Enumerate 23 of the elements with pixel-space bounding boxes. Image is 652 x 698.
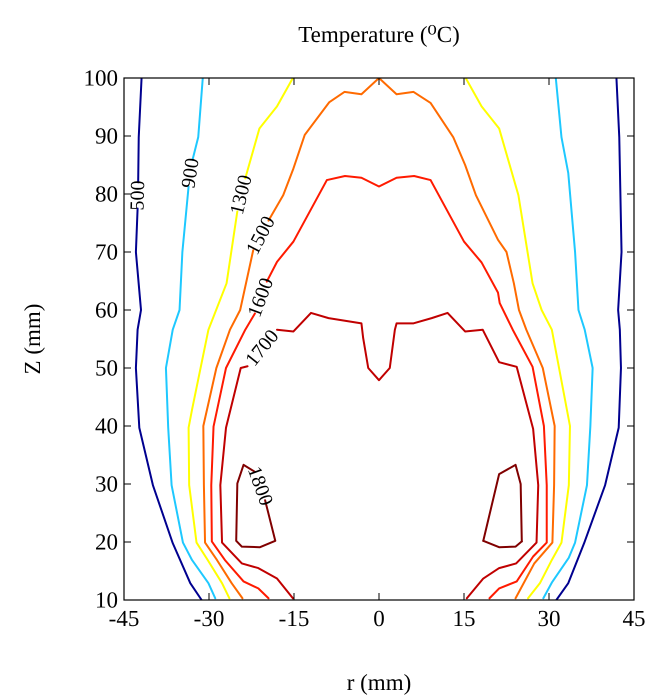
x-tick-label: 45 [622,606,646,631]
y-axis-title: Z (mm) [20,304,45,374]
y-tick-label: 30 [95,472,118,496]
x-tick-label: 30 [538,606,560,631]
text: 900 [177,156,204,190]
y-tick-label: 80 [95,182,118,206]
x-tick-label: 15 [452,606,476,631]
x-tick-label: 0 [373,606,385,631]
text: 1600 [244,274,278,320]
y-tick-label: 40 [95,414,118,438]
text: 500 [126,180,150,211]
y-tick-label: 50 [95,356,118,380]
y-tick-label: 100 [84,66,118,90]
chart-title: Temperature (⁰C) [298,22,460,47]
x-tick-label: -30 [194,606,224,631]
y-tick-label: 60 [95,298,118,322]
y-tick-label: 70 [95,240,118,264]
x-tick-label: -15 [278,606,310,631]
y-tick-label: 90 [95,124,118,148]
y-tick-label: 10 [95,588,118,612]
y-tick-label: 20 [95,530,118,554]
text: 1800 [242,463,278,509]
x-axis-title: r (mm) [346,670,412,695]
